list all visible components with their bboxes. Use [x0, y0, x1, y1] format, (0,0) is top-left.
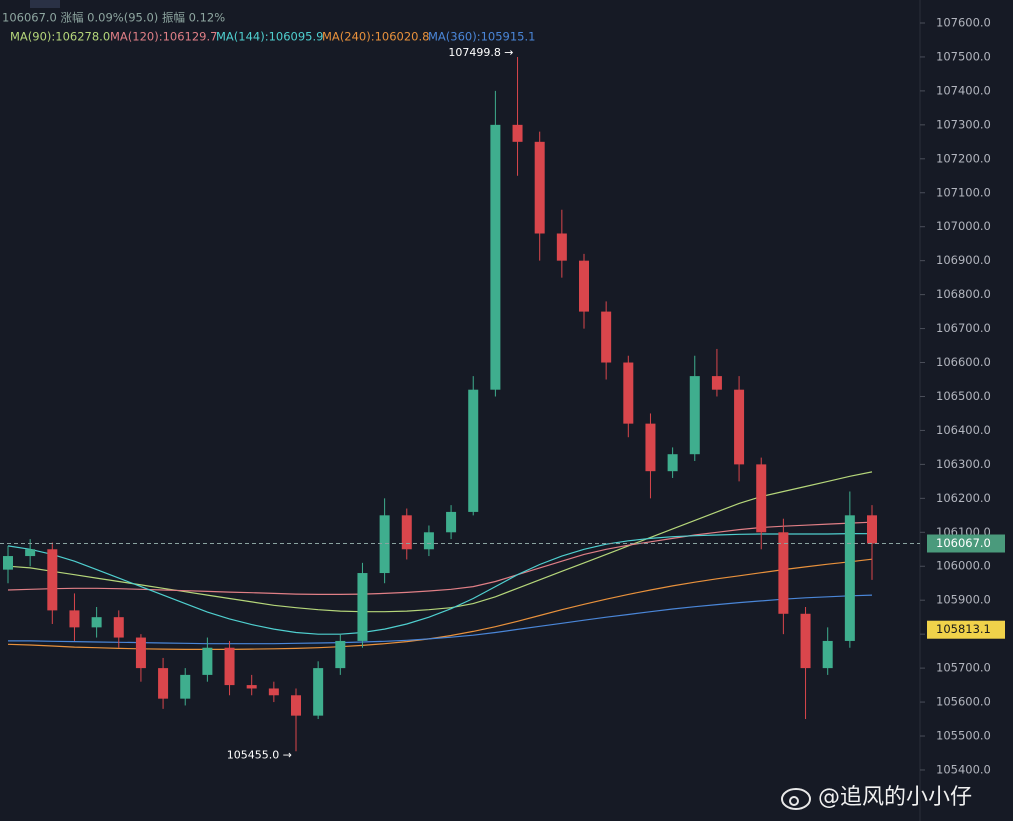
y-tick-label: 106800.0 — [936, 287, 991, 301]
candle-body — [313, 668, 324, 716]
candle-body — [47, 549, 58, 611]
candle-body — [756, 464, 767, 533]
candle-body — [401, 515, 412, 550]
y-tick-label: 106400.0 — [936, 423, 991, 437]
y-tick-label: 107200.0 — [936, 151, 991, 165]
candle-body — [135, 637, 146, 669]
candle-body — [335, 640, 346, 669]
candle-body — [711, 376, 722, 390]
candle-body — [800, 613, 811, 669]
y-tick-label: 107600.0 — [936, 15, 991, 29]
ma-line — [8, 594, 873, 645]
candle-body — [579, 260, 589, 312]
ma-line — [7, 558, 873, 650]
legend-entry: MA(90):106278.0 — [10, 30, 110, 44]
candle-body — [534, 141, 545, 234]
y-tick-label: 106000.0 — [936, 559, 991, 573]
candle-body — [490, 124, 501, 390]
y-tick-label: 107300.0 — [936, 117, 991, 131]
candle-body — [734, 389, 745, 465]
candle-body — [822, 640, 833, 669]
candle-body — [69, 610, 80, 628]
y-tick-label: 105900.0 — [936, 593, 991, 607]
price-tag — [927, 534, 1005, 553]
ma-line — [7, 471, 873, 613]
ma-line — [7, 532, 873, 635]
candle-body — [3, 556, 13, 570]
candle-body — [224, 647, 235, 686]
watermark: @追风的小小仔 — [818, 785, 972, 810]
candle-body — [623, 362, 634, 424]
candle-body — [423, 532, 434, 550]
y-tick-label: 106200.0 — [936, 491, 991, 505]
y-tick-label: 105400.0 — [936, 762, 991, 776]
legend-entry: MA(240):106020.8 — [322, 30, 429, 44]
candle-body — [844, 515, 855, 641]
candle-body — [379, 515, 390, 574]
candle-body — [778, 532, 789, 614]
y-tick-label: 106900.0 — [936, 253, 991, 267]
y-tick-label: 105600.0 — [936, 695, 991, 709]
y-tick-label: 107000.0 — [936, 219, 991, 233]
legend-entry: MA(144):106095.9 — [216, 30, 323, 44]
price-tag-label: 105813.1 — [936, 622, 991, 636]
candle-body — [113, 617, 124, 638]
candle-body — [556, 233, 567, 261]
candle-body — [25, 549, 36, 557]
y-tick-label: 106300.0 — [936, 457, 991, 471]
y-tick-label: 107400.0 — [936, 83, 991, 97]
y-tick-label: 106500.0 — [936, 389, 991, 403]
toolbar-fragment — [30, 0, 60, 8]
candle-body — [291, 695, 301, 716]
candle-body — [689, 376, 700, 455]
candle-body — [91, 617, 102, 628]
ma-line — [7, 521, 873, 595]
candle-body — [512, 124, 523, 142]
price-tag-label: 106067.0 — [936, 536, 991, 550]
candle-body — [246, 685, 257, 689]
candle-body — [645, 423, 656, 472]
extreme-label: 107499.8 → — [448, 46, 513, 59]
legend-entry: MA(120):106129.7 — [110, 30, 217, 44]
y-tick-label: 106600.0 — [936, 355, 991, 369]
price-tag — [927, 620, 1005, 639]
extreme-label: 105455.0 → — [227, 748, 292, 761]
candle-body — [468, 389, 479, 512]
y-tick-label: 105700.0 — [936, 661, 991, 675]
candle-body — [202, 647, 213, 675]
y-tick-label: 107500.0 — [936, 49, 991, 63]
candle-body — [446, 511, 457, 533]
y-tick-label: 107100.0 — [936, 185, 991, 199]
candle-body — [601, 311, 612, 363]
candle-body — [867, 515, 877, 544]
candle-body — [158, 668, 169, 699]
y-tick-label: 106700.0 — [936, 321, 991, 335]
candle-body — [667, 454, 678, 472]
watermark-icon — [781, 788, 811, 810]
price-header: 106067.0 涨幅 0.09%(95.0) 振幅 0.12% — [2, 11, 225, 25]
candle-body — [268, 688, 279, 696]
y-tick-label: 105500.0 — [936, 729, 991, 743]
legend-entry: MA(360):105915.1 — [428, 30, 535, 44]
candle-body — [357, 573, 368, 641]
candle-body — [180, 674, 191, 699]
